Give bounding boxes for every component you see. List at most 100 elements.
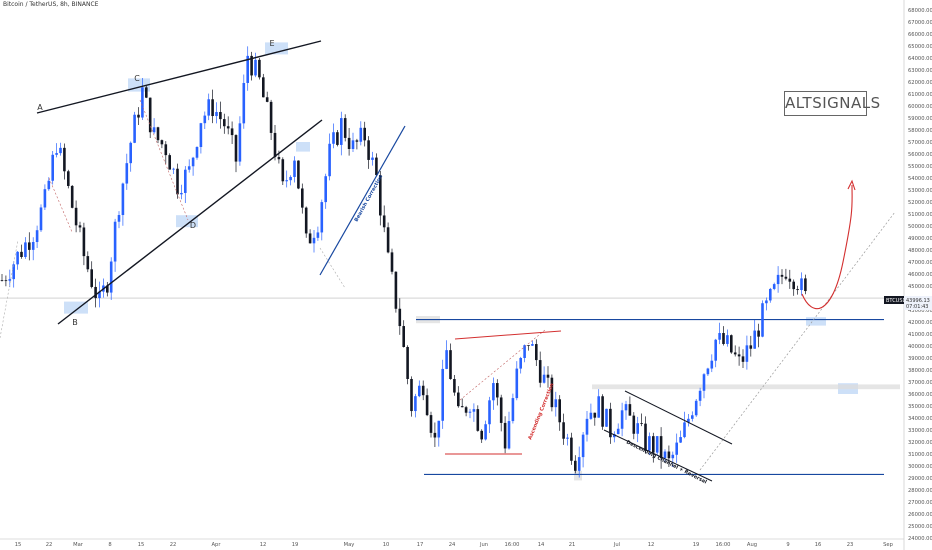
candle-body (402, 326, 405, 347)
candle-body (293, 160, 296, 177)
candle-body (297, 160, 300, 189)
candle-body (679, 437, 682, 443)
candle-body (769, 288, 772, 301)
y-tick-label: 39000.00 (908, 356, 932, 362)
y-tick-label: 47000.00 (908, 260, 932, 266)
candle-body (59, 147, 62, 154)
candle-body (129, 142, 132, 164)
candle-body (574, 460, 577, 471)
candle-body (94, 286, 97, 299)
candle-body (207, 99, 210, 116)
candle-body (121, 183, 125, 216)
candle-body (254, 59, 257, 76)
candle-body (168, 155, 171, 170)
x-tick-label: 23 (847, 542, 854, 548)
candle-body (733, 352, 737, 355)
y-tick-label: 41000.00 (908, 332, 932, 338)
candle-body (265, 97, 269, 102)
candle-body (176, 168, 179, 195)
candle-body (324, 176, 327, 203)
candle-body (776, 274, 780, 285)
candle-body (620, 410, 624, 429)
y-tick-label: 31000.00 (908, 452, 932, 458)
candle-body (609, 408, 612, 438)
candle-body (31, 242, 35, 250)
bearish-correction-line (319, 125, 406, 276)
candle-body (753, 330, 756, 349)
x-tick-label: 12 (260, 542, 267, 548)
candle-body (86, 256, 90, 270)
y-tick-label: 26000.00 (908, 512, 932, 518)
candle-body (90, 269, 93, 287)
candle-body (8, 279, 12, 281)
x-tick-label: 8 (108, 542, 111, 548)
wave-label-b: B (72, 318, 78, 327)
price-badge-time: 07:01:43 (906, 304, 928, 310)
candle-body (554, 399, 558, 408)
candle-body (28, 242, 31, 250)
candle-body (749, 345, 753, 349)
candle-body (113, 221, 117, 262)
candle-body (792, 281, 795, 290)
candle-body (145, 87, 148, 98)
candle-body (605, 408, 608, 427)
candle-body (67, 171, 70, 186)
candle-body (492, 383, 495, 401)
candles (0, 46, 807, 478)
candle-body (566, 437, 569, 439)
candle-body (180, 192, 183, 195)
x-tick-label: May (344, 542, 355, 548)
candle-body (226, 126, 230, 129)
candle-body (20, 251, 23, 257)
candle-body (671, 454, 675, 459)
wave-path-line (139, 99, 189, 221)
y-tick-label: 52000.00 (908, 200, 932, 206)
candle-body (772, 284, 776, 289)
y-tick-label: 57000.00 (908, 140, 932, 146)
candle-body (726, 335, 729, 344)
ascending-resistance-line (454, 330, 562, 340)
candle-body (457, 392, 460, 407)
candle-body (523, 345, 526, 358)
candle-body (425, 395, 429, 416)
candle-body (363, 127, 366, 141)
y-tick-label: 50000.00 (908, 224, 932, 230)
candle-body (694, 400, 698, 416)
candle-body (394, 271, 398, 309)
x-tick-label: Mar (73, 542, 84, 548)
candle-body (234, 135, 238, 162)
candle-body (137, 114, 140, 118)
x-tick-label: Jun (479, 542, 488, 548)
x-tick-label: Sep (883, 542, 893, 548)
candle-body (285, 180, 288, 182)
y-tick-label: 33000.00 (908, 428, 932, 434)
candle-body (593, 412, 597, 418)
candle-body (4, 280, 8, 282)
candle-body (453, 379, 456, 393)
candle-body (706, 368, 710, 375)
candle-body (347, 137, 351, 149)
candle-body (230, 128, 234, 136)
candle-body (141, 87, 144, 118)
candle-body (722, 333, 725, 344)
candle-body (589, 412, 593, 419)
wave-label-d: D (190, 221, 196, 230)
x-tick-label: 22 (46, 542, 53, 548)
y-tick-label: 56000.00 (908, 152, 932, 158)
candle-body (250, 55, 253, 76)
candle-body (519, 357, 522, 369)
candle-body (160, 140, 164, 145)
y-tick-label: 61000.00 (908, 92, 932, 98)
candle-body (675, 442, 678, 455)
y-tick-label: 45000.00 (908, 284, 932, 290)
candle-body (418, 385, 421, 397)
candle-body (316, 232, 320, 238)
symbol-badge (884, 296, 904, 304)
y-tick-label: 51000.00 (908, 212, 932, 218)
candle-body (74, 207, 78, 226)
candle-body (667, 451, 671, 459)
y-tick-label: 27000.00 (908, 500, 932, 506)
x-tick-label: 14 (538, 542, 545, 548)
candle-body (51, 154, 54, 181)
